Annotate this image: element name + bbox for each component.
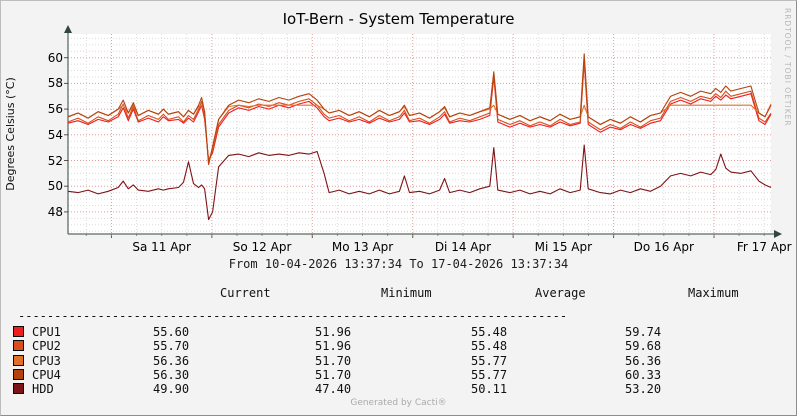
- x-tick-label: So 12 Apr: [232, 240, 292, 254]
- maximum-value: 59.68: [625, 339, 662, 353]
- y-axis-arrow-icon: [64, 25, 72, 33]
- y-tick-label: 52: [47, 153, 63, 168]
- x-tick-label: Do 16 Apr: [633, 240, 694, 254]
- current-value: 55.60: [153, 325, 190, 339]
- legend-row-cpu4: CPU4 56.30 51.70 55.77 60.33: [1, 368, 796, 382]
- legend-row-hdd: HDD 49.90 47.40 50.11 53.20: [1, 382, 796, 396]
- x-tick-label: Sa 11 Apr: [132, 240, 191, 254]
- y-tick-label: 58: [47, 76, 63, 91]
- minimum-value: 51.70: [315, 354, 352, 368]
- x-tick-label: Fr 17 Apr: [736, 240, 792, 254]
- maximum-value: 59.74: [625, 325, 662, 339]
- maximum-value: 56.36: [625, 354, 662, 368]
- series-name: CPU2: [32, 339, 61, 353]
- y-tick-label: 54: [47, 127, 63, 142]
- x-tick-label: Di 14 Apr: [434, 240, 492, 254]
- legend-separator: ----------------------------------------…: [18, 309, 568, 323]
- y-tick-label: 56: [47, 102, 63, 117]
- current-value: 55.70: [153, 339, 190, 353]
- series-line-cpu4: [67, 53, 772, 165]
- legend-row-cpu1: CPU1 55.60 51.96 55.48 59.74: [1, 325, 796, 339]
- minimum-value: 47.40: [315, 382, 352, 396]
- minimum-value: 51.70: [315, 368, 352, 382]
- series-name: CPU1: [32, 325, 61, 339]
- series-line-cpu2: [67, 61, 772, 162]
- average-value: 55.48: [471, 339, 508, 353]
- legend-row-cpu2: CPU2 55.70 51.96 55.48 59.68: [1, 339, 796, 353]
- minimum-value: 51.96: [315, 339, 352, 353]
- legend-swatch-cpu2: [13, 340, 24, 351]
- maximum-value: 53.20: [625, 382, 662, 396]
- x-tick-label: Mi 15 Apr: [534, 240, 593, 254]
- x-axis-arrow-icon: [774, 230, 782, 238]
- current-value: 56.30: [153, 368, 190, 382]
- legend-header-minimum: Minimum: [381, 286, 432, 300]
- legend-header-maximum: Maximum: [688, 286, 739, 300]
- x-tick-label: Mo 13 Apr: [331, 240, 394, 254]
- y-tick-label: 60: [47, 50, 63, 65]
- legend-swatch-cpu4: [13, 369, 24, 380]
- series-line-hdd: [67, 144, 772, 221]
- current-value: 56.36: [153, 354, 190, 368]
- series-name: CPU4: [32, 368, 61, 382]
- average-value: 55.77: [471, 354, 508, 368]
- series-name: HDD: [32, 382, 54, 396]
- legend-header-average: Average: [535, 286, 586, 300]
- time-range-label: From 10-04-2026 13:37:34 To 17-04-2026 1…: [228, 257, 569, 271]
- minimum-value: 51.96: [315, 325, 352, 339]
- series-line-cpu1: [67, 61, 772, 162]
- current-value: 49.90: [153, 382, 190, 396]
- maximum-value: 60.33: [625, 368, 662, 382]
- graph-title: IoT-Bern - System Temperature: [282, 10, 515, 28]
- legend-header-current: Current: [220, 286, 271, 300]
- rrdtool-watermark: RRDTOOL / TOBI OETIKER: [783, 8, 792, 127]
- y-tick-label: 50: [47, 179, 63, 194]
- average-value: 55.48: [471, 325, 508, 339]
- average-value: 55.77: [471, 368, 508, 382]
- temperature-graph-canvas: [64, 25, 782, 238]
- series-name: CPU3: [32, 354, 61, 368]
- legend-swatch-cpu1: [13, 326, 24, 337]
- legend-swatch-cpu3: [13, 355, 24, 366]
- y-tick-label: 48: [47, 204, 63, 219]
- average-value: 50.11: [471, 382, 508, 396]
- legend-swatch-hdd: [13, 383, 24, 394]
- generated-by-cacti-label: Generated by Cacti®: [350, 398, 447, 408]
- legend-row-cpu3: CPU3 56.36 51.70 55.77 56.36: [1, 354, 796, 368]
